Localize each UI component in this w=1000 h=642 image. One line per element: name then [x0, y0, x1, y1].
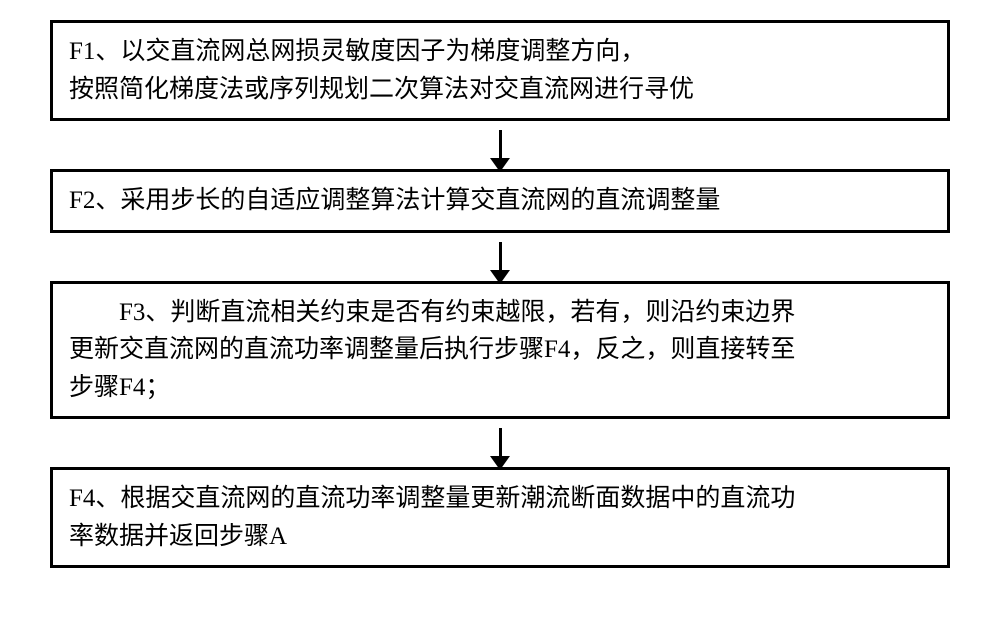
arrow-down-icon	[499, 242, 502, 272]
arrow-f3-f4	[499, 419, 502, 467]
flow-node-f1: F1、以交直流网总网损灵敏度因子为梯度调整方向， 按照简化梯度法或序列规划二次算…	[50, 20, 950, 121]
arrow-down-icon	[499, 130, 502, 160]
f3-line3: 步骤F4；	[69, 369, 931, 407]
flowchart-container: F1、以交直流网总网损灵敏度因子为梯度调整方向， 按照简化梯度法或序列规划二次算…	[50, 20, 950, 568]
f3-line2: 更新交直流网的直流功率调整量后执行步骤F4，反之，则直接转至	[69, 331, 931, 369]
flow-node-f4: F4、根据交直流网的直流功率调整量更新潮流断面数据中的直流功 率数据并返回步骤A	[50, 467, 950, 568]
f2-text: F2、采用步长的自适应调整算法计算交直流网的直流调整量	[69, 182, 931, 220]
f1-line1: F1、以交直流网总网损灵敏度因子为梯度调整方向，	[69, 33, 931, 71]
flow-node-f2: F2、采用步长的自适应调整算法计算交直流网的直流调整量	[50, 169, 950, 233]
f4-line2: 率数据并返回步骤A	[69, 518, 931, 556]
arrow-down-icon	[499, 428, 502, 458]
f1-line2: 按照简化梯度法或序列规划二次算法对交直流网进行寻优	[69, 71, 931, 109]
arrow-f1-f2	[499, 121, 502, 169]
f3-line1: F3、判断直流相关约束是否有约束越限，若有，则沿约束边界	[69, 294, 931, 332]
f4-line1: F4、根据交直流网的直流功率调整量更新潮流断面数据中的直流功	[69, 480, 931, 518]
flow-node-f3: F3、判断直流相关约束是否有约束越限，若有，则沿约束边界 更新交直流网的直流功率…	[50, 281, 950, 420]
arrow-f2-f3	[499, 233, 502, 281]
